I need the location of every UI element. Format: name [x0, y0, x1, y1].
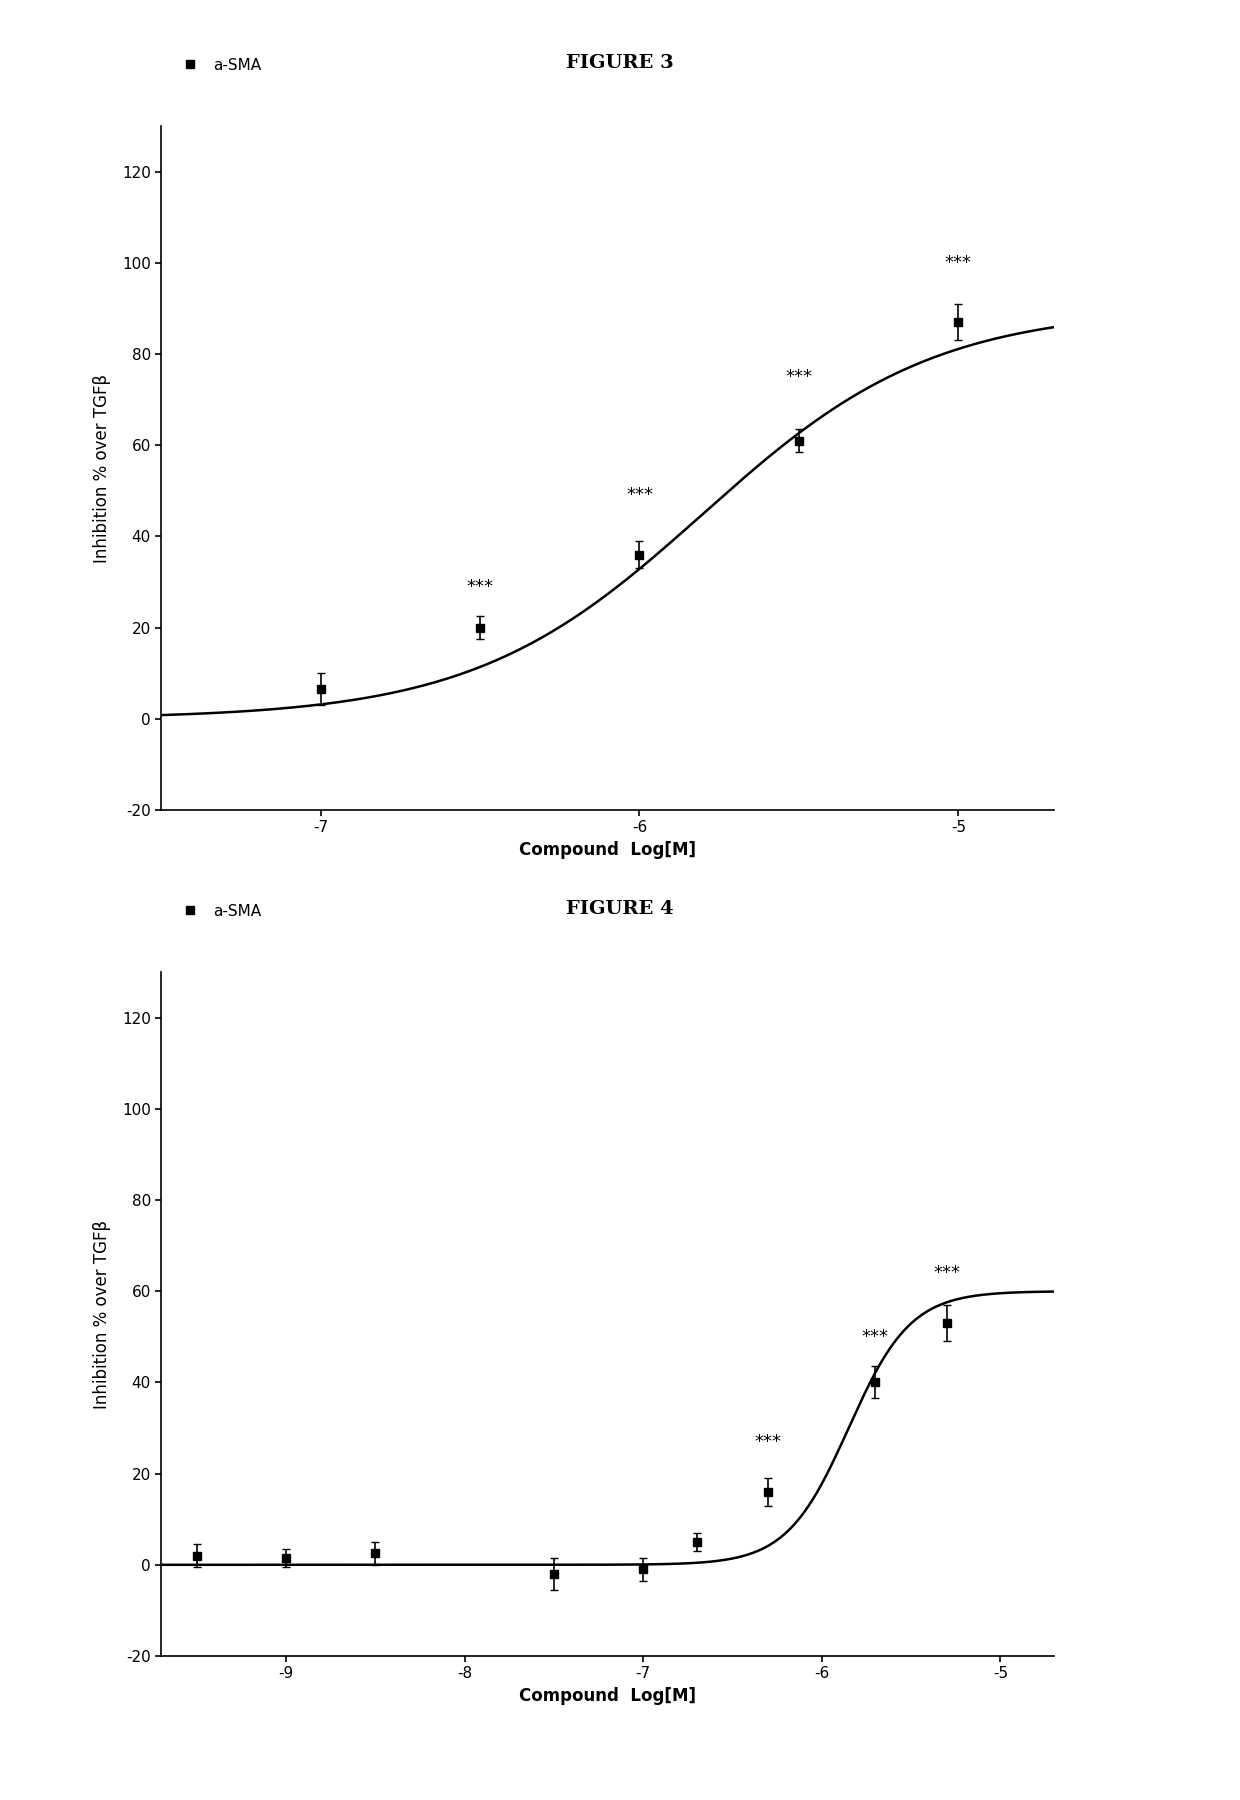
Text: ***: *** — [945, 254, 972, 272]
Text: ***: *** — [862, 1328, 889, 1346]
Legend: a-SMA: a-SMA — [169, 52, 268, 79]
Text: ***: *** — [934, 1264, 960, 1282]
Y-axis label: Inhibition % over TGFβ: Inhibition % over TGFβ — [93, 1219, 110, 1409]
X-axis label: Compound  Log[M]: Compound Log[M] — [520, 1687, 696, 1705]
Y-axis label: Inhibition % over TGFβ: Inhibition % over TGFβ — [93, 373, 110, 563]
Legend: a-SMA: a-SMA — [169, 898, 268, 925]
Text: FIGURE 4: FIGURE 4 — [567, 900, 673, 918]
Text: ***: *** — [785, 367, 812, 385]
X-axis label: Compound  Log[M]: Compound Log[M] — [520, 841, 696, 859]
Text: FIGURE 3: FIGURE 3 — [567, 54, 673, 72]
Text: ***: *** — [755, 1433, 781, 1451]
Text: ***: *** — [466, 578, 494, 596]
Text: ***: *** — [626, 486, 653, 504]
